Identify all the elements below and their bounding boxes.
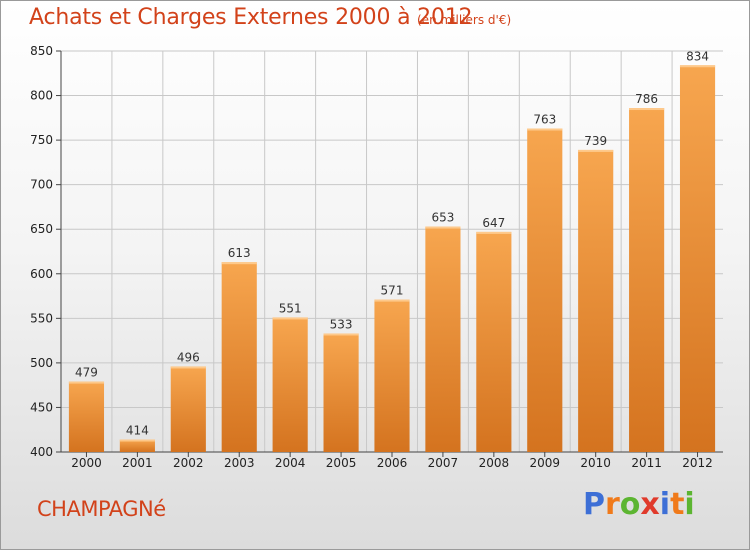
y-tick-label: 650 <box>30 222 53 236</box>
y-tick-label: 700 <box>30 178 53 192</box>
bar-highlight <box>476 231 512 234</box>
bar <box>629 108 665 452</box>
bar <box>68 381 105 452</box>
x-tick-label: 2008 <box>479 456 510 470</box>
bar-value-label: 739 <box>584 134 607 148</box>
bar <box>272 317 308 452</box>
y-tick-label: 500 <box>30 356 53 370</box>
x-tick-label: 2009 <box>529 456 560 470</box>
bar-highlight <box>119 439 155 442</box>
y-tick-label: 450 <box>30 400 53 414</box>
bar-highlight <box>679 65 716 68</box>
bar-value-label: 834 <box>686 49 709 63</box>
y-tick-label: 800 <box>30 89 53 103</box>
x-tick-label: 2011 <box>631 456 662 470</box>
chart-subtitle: (en milliers d'€) <box>417 13 512 27</box>
bar-highlight <box>578 149 614 152</box>
bar <box>425 226 461 452</box>
bar-value-label: 414 <box>126 424 149 438</box>
proxiti-logo[interactable]: Proxiti <box>583 487 695 522</box>
bar-value-label: 613 <box>228 246 251 260</box>
bar <box>679 65 716 452</box>
logo-letter: t <box>670 487 685 522</box>
y-tick-label: 850 <box>30 44 53 58</box>
bar-value-label: 496 <box>177 350 200 364</box>
bar-value-label: 479 <box>75 366 98 380</box>
chart-title: Achats et Charges Externes 2000 à 2012 <box>29 5 473 30</box>
bar-value-label: 551 <box>279 301 302 315</box>
logo-letter: x <box>640 487 660 522</box>
bar-highlight <box>629 108 665 111</box>
logo-letter: r <box>605 487 620 522</box>
x-tick-label: 2000 <box>71 456 102 470</box>
bar <box>323 333 359 452</box>
x-tick-label: 2006 <box>377 456 408 470</box>
y-tick-label: 750 <box>30 133 53 147</box>
bar-highlight <box>374 299 410 302</box>
x-tick-label: 2010 <box>580 456 611 470</box>
x-tick-label: 2001 <box>122 456 153 470</box>
bar-highlight <box>527 128 563 131</box>
bar-highlight <box>170 366 206 369</box>
bar-highlight <box>323 333 359 336</box>
bar-highlight <box>68 381 105 384</box>
x-tick-label: 2007 <box>428 456 459 470</box>
x-tick-label: 2005 <box>326 456 357 470</box>
bar-value-label: 533 <box>330 317 353 331</box>
bar-value-label: 571 <box>381 284 404 298</box>
commune-name: CHAMPAGNé <box>37 497 166 521</box>
x-tick-label: 2002 <box>173 456 204 470</box>
bar-highlight <box>221 262 257 265</box>
bar-value-label: 653 <box>431 211 454 225</box>
logo-letter: P <box>583 487 605 522</box>
bar-highlight <box>425 226 461 229</box>
logo-letter: i <box>659 487 671 522</box>
bar-value-labels: 479 414 496 613 551 533 571 653 647 763 739 786 834 <box>75 49 709 437</box>
bar <box>221 262 257 452</box>
bar <box>170 366 206 452</box>
bar <box>476 231 512 452</box>
logo-letter: i <box>684 487 695 522</box>
y-tick-label: 550 <box>30 311 53 325</box>
bar-value-label: 763 <box>533 113 556 127</box>
bar <box>578 149 614 452</box>
bar <box>374 299 410 452</box>
x-tick-label: 2004 <box>275 456 306 470</box>
y-tick-label: 600 <box>30 267 53 281</box>
bar-value-label: 647 <box>482 216 505 230</box>
y-tick-label: 400 <box>30 445 53 459</box>
bar-highlight <box>272 317 308 320</box>
x-tick-label: 2003 <box>224 456 255 470</box>
bar-value-label: 786 <box>635 92 658 106</box>
bar <box>119 439 155 452</box>
bar <box>527 128 563 452</box>
logo-letter: o <box>619 487 641 522</box>
axes: 400 450 500 550 600 650 700 750 800 850 2000 2001 20… <box>30 44 723 470</box>
x-tick-label: 2012 <box>682 456 713 470</box>
bars <box>68 65 716 452</box>
